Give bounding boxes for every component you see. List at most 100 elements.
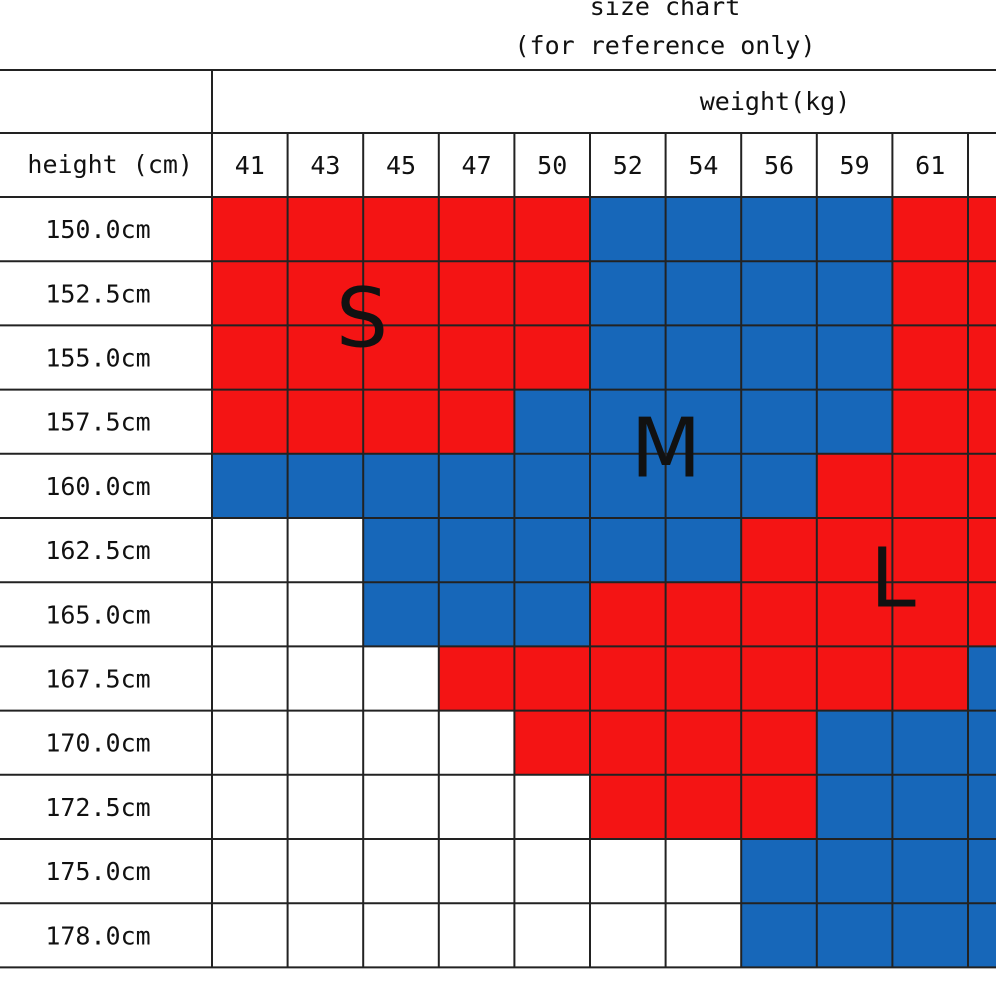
cell (363, 710, 439, 775)
weight-label: 61 (915, 151, 945, 180)
weight-label: 59 (840, 151, 870, 180)
cell (968, 839, 996, 904)
cell (438, 325, 515, 390)
cell (514, 839, 590, 904)
cell (968, 646, 996, 711)
cell (968, 518, 996, 583)
cell (287, 518, 364, 583)
cell (514, 453, 590, 518)
cell (590, 453, 666, 518)
size-label: M (631, 401, 702, 496)
cell (438, 774, 515, 839)
cell (212, 197, 288, 262)
size-label: L (870, 531, 916, 626)
cell (287, 903, 364, 968)
cell (741, 453, 817, 518)
cell (665, 774, 742, 839)
weight-label: 43 (310, 151, 340, 180)
cell (741, 261, 817, 326)
cell (741, 646, 817, 711)
cell (514, 903, 590, 968)
cell (665, 453, 742, 518)
cell (968, 389, 996, 454)
cell (438, 389, 515, 454)
cell (590, 582, 666, 647)
cell (816, 646, 893, 711)
cell (741, 325, 817, 390)
cell (590, 261, 666, 326)
cell (514, 261, 590, 326)
cell (892, 903, 968, 968)
cell (741, 774, 817, 839)
weight-label: 56 (764, 151, 794, 180)
cell (212, 710, 288, 775)
height-label: 157.5cm (45, 408, 150, 437)
cell (968, 197, 996, 262)
cell (363, 389, 439, 454)
cell (892, 453, 968, 518)
cell (590, 389, 666, 454)
cell (590, 839, 666, 904)
cell (514, 197, 590, 262)
cell (212, 839, 288, 904)
cell (363, 261, 439, 326)
cell (438, 261, 515, 326)
cell (287, 453, 364, 518)
cell (287, 774, 364, 839)
cell (968, 453, 996, 518)
cell (212, 903, 288, 968)
cell (968, 774, 996, 839)
cell (363, 518, 439, 583)
cell (363, 582, 439, 647)
height-label: 165.0cm (45, 600, 150, 629)
cell (363, 839, 439, 904)
cell (665, 197, 742, 262)
cell (968, 710, 996, 775)
cell (514, 582, 590, 647)
cell (665, 903, 742, 968)
cell (212, 389, 288, 454)
cell (590, 903, 666, 968)
cell (590, 710, 666, 775)
height-label: 152.5cm (45, 279, 150, 308)
cell (438, 197, 515, 262)
cell (968, 582, 996, 647)
cell (892, 261, 968, 326)
cell (438, 903, 515, 968)
cell (287, 582, 364, 647)
cell (741, 582, 817, 647)
cell (741, 389, 817, 454)
cell (665, 518, 742, 583)
cell (212, 453, 288, 518)
cell (438, 582, 515, 647)
height-label: 175.0cm (45, 857, 150, 886)
cell (741, 710, 817, 775)
cell (665, 582, 742, 647)
cell (514, 325, 590, 390)
height-label: 160.0cm (45, 472, 150, 501)
cell (363, 903, 439, 968)
cell (590, 518, 666, 583)
cell (287, 197, 364, 262)
height-label: 172.5cm (45, 793, 150, 822)
cell (514, 710, 590, 775)
height-label: 178.0cm (45, 921, 150, 950)
cell (816, 582, 893, 647)
cell (665, 389, 742, 454)
cell (212, 582, 288, 647)
cell (892, 646, 968, 711)
cell (741, 197, 817, 262)
cell (816, 325, 893, 390)
cell (438, 646, 515, 711)
weight-label: 50 (537, 151, 567, 180)
cell (741, 518, 817, 583)
height-label: 155.0cm (45, 344, 150, 373)
cell (287, 389, 364, 454)
cell (892, 518, 968, 583)
cell (212, 325, 288, 390)
cell (741, 839, 817, 904)
cell (363, 197, 439, 262)
cell (816, 453, 893, 518)
cell (514, 774, 590, 839)
